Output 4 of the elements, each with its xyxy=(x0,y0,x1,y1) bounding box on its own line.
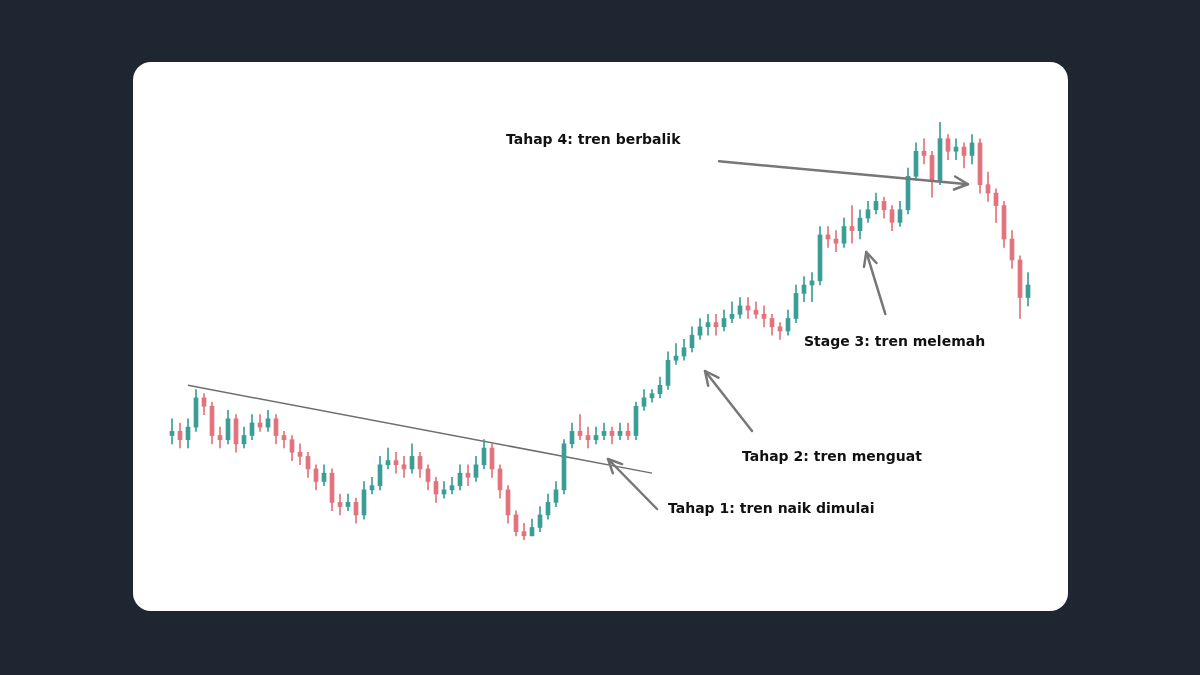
annotation: Stage 3: tren melemah xyxy=(804,332,986,350)
annotation: Tahap 4: tren berbalik xyxy=(506,130,681,148)
annotation: Tahap 1: tren naik dimulai xyxy=(668,499,875,517)
annotation: Tahap 2: tren menguat xyxy=(742,447,922,465)
